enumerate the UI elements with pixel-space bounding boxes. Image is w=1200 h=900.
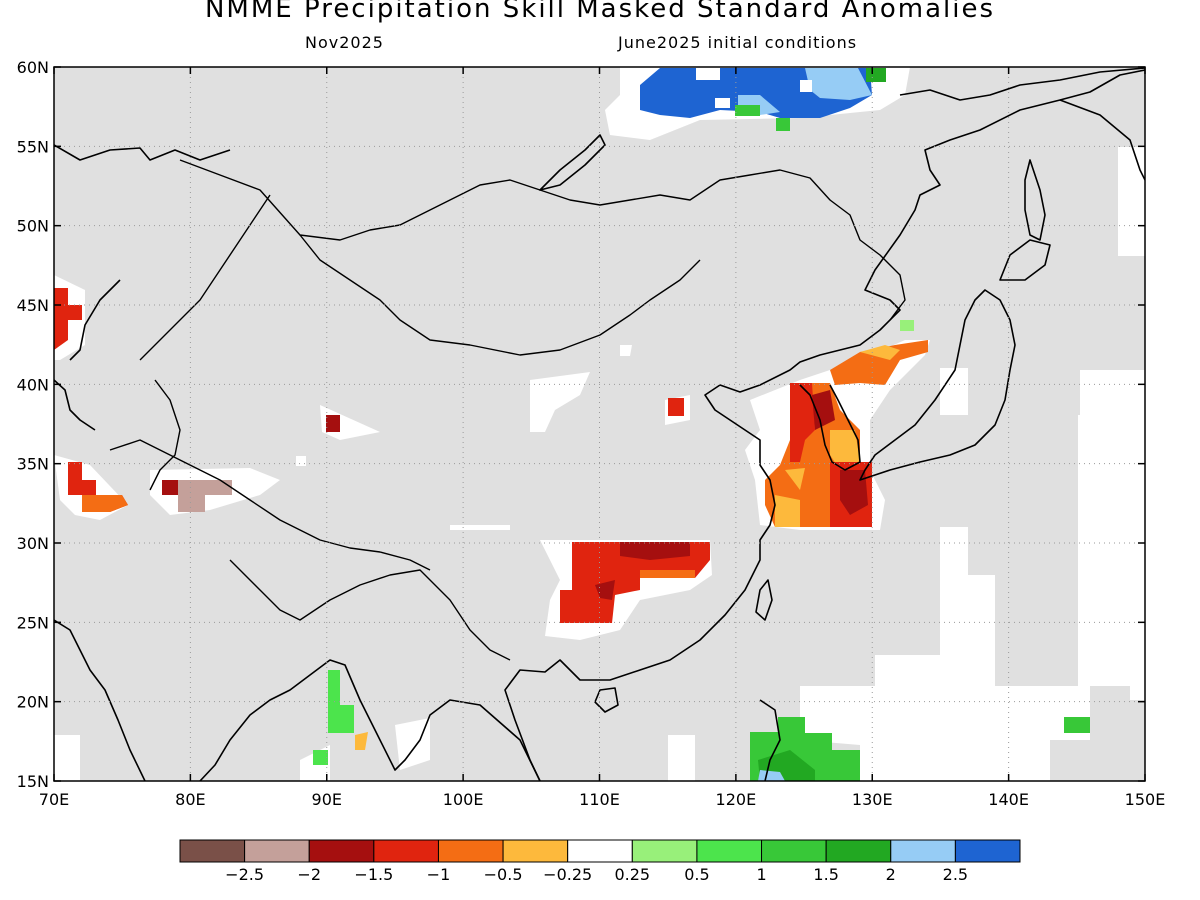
lat-tick-label: 35N (17, 455, 49, 474)
latitude-labels: 15N 20N 25N 30N 35N 40N 45N 50N 55N 60N (17, 58, 49, 791)
colorbar-label: −2 (297, 865, 321, 884)
colorbar-swatch (890, 839, 956, 863)
lon-tick-label: 80E (175, 790, 205, 809)
colorbar-swatch (567, 839, 633, 863)
colorbar-label: −0.25 (543, 865, 592, 884)
lat-tick-label: 55N (17, 137, 49, 156)
negative-anomaly-south-china (560, 542, 710, 623)
lat-tick-label: 25N (17, 613, 49, 632)
colorbar-swatch (825, 839, 892, 863)
lat-tick-label: 40N (17, 375, 49, 394)
lon-tick-label: 110E (579, 790, 620, 809)
colorbar-label: 2.5 (943, 865, 968, 884)
colorbar-label: 1 (756, 865, 766, 884)
colorbar-label: 1.5 (813, 865, 838, 884)
lat-tick-label: 45N (17, 296, 49, 315)
forecast-month: Nov2025 (305, 33, 384, 52)
colorbar-label: −1 (427, 865, 451, 884)
lon-tick-label: 90E (312, 790, 342, 809)
colorbar-label: 0.5 (684, 865, 709, 884)
negative-anomaly-korea (668, 320, 928, 527)
lon-tick-label: 100E (443, 790, 484, 809)
colorbar-swatch (502, 839, 569, 863)
colorbar-swatch (761, 839, 827, 863)
longitude-labels: 70E 80E 90E 100E 110E 120E 130E 140E 150E (39, 790, 1166, 809)
lat-tick-label: 60N (17, 58, 49, 77)
colorbar-swatch (631, 839, 698, 863)
country-borders (109, 159, 906, 661)
lon-tick-label: 150E (1125, 790, 1166, 809)
colorbar-swatch (696, 839, 763, 863)
colorbar-swatch (373, 839, 439, 863)
lat-tick-label: 30N (17, 534, 49, 553)
lat-tick-label: 20N (17, 693, 49, 712)
colorbar-label: 0.25 (614, 865, 650, 884)
initial-conditions-label: June2025 initial conditions (618, 33, 858, 52)
lon-tick-label: 130E (852, 790, 893, 809)
lon-tick-label: 140E (988, 790, 1029, 809)
colorbar-swatch (437, 839, 504, 863)
lon-tick-label: 120E (716, 790, 757, 809)
colorbar-swatch (179, 839, 246, 863)
colorbar-swatch (308, 839, 375, 863)
map-title: NMME Precipitation Skill Masked Standard… (204, 0, 996, 24)
colorbar-label: −0.5 (484, 865, 523, 884)
positive-anomaly-north (640, 68, 886, 131)
coastlines (54, 67, 1145, 781)
colorbar (179, 839, 1021, 863)
lon-tick-label: 70E (39, 790, 69, 809)
colorbar-swatch (244, 839, 310, 863)
gridlines (54, 67, 1145, 781)
colorbar-labels: −2.5 −2 −1.5 −1 −0.5 −0.25 0.25 0.5 1 1.5 2 2.5 (225, 865, 968, 884)
lat-tick-label: 50N (17, 217, 49, 236)
colorbar-swatch (954, 839, 1021, 863)
negative-anomaly-west (54, 288, 368, 750)
positive-anomaly-south (313, 670, 1090, 781)
lat-tick-label: 15N (17, 772, 49, 791)
axis-ticks (53, 66, 1146, 782)
colorbar-label: 2 (886, 865, 896, 884)
colorbar-label: −2.5 (225, 865, 264, 884)
colorbar-label: −1.5 (354, 865, 393, 884)
